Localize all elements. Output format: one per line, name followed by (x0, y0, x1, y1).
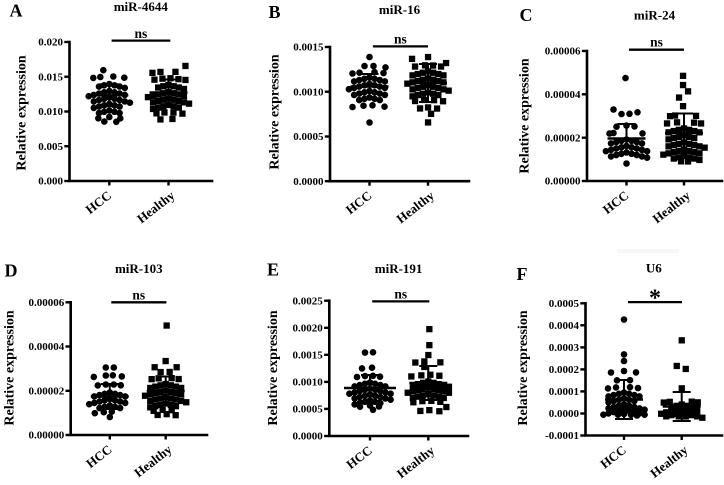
svg-text:ns: ns (132, 288, 145, 303)
svg-text:0.00000: 0.00000 (28, 430, 64, 442)
svg-text:0.0004: 0.0004 (549, 320, 580, 332)
svg-text:*: * (649, 286, 661, 312)
svg-text:ns: ns (394, 287, 407, 302)
svg-text:ns: ns (135, 26, 148, 41)
svg-text:Relative expression: Relative expression (266, 310, 281, 425)
svg-text:B: B (269, 2, 281, 22)
svg-text:0.0001: 0.0001 (549, 386, 579, 398)
svg-text:U6: U6 (646, 260, 662, 275)
svg-text:0.0015: 0.0015 (293, 350, 324, 362)
svg-text:C: C (520, 5, 533, 25)
svg-text:0.0003: 0.0003 (549, 342, 580, 354)
svg-text:0.0002: 0.0002 (549, 364, 580, 376)
svg-text:0.00002: 0.00002 (545, 132, 581, 144)
svg-text:0.0005: 0.0005 (549, 298, 580, 310)
svg-text:0.0000: 0.0000 (293, 431, 324, 443)
svg-text:0.00006: 0.00006 (545, 46, 581, 58)
svg-text:Relative expression: Relative expression (516, 310, 531, 425)
svg-text:0.0010: 0.0010 (293, 86, 324, 98)
svg-text:Relative expression: Relative expression (268, 54, 283, 169)
svg-text:-0.0001: -0.0001 (545, 430, 579, 442)
svg-text:0.00002: 0.00002 (28, 386, 64, 398)
svg-text:0.020: 0.020 (38, 37, 63, 49)
svg-text:Relative expression: Relative expression (15, 55, 30, 170)
svg-text:0.010: 0.010 (38, 106, 63, 118)
svg-text:0.0000: 0.0000 (549, 408, 580, 420)
svg-text:D: D (5, 261, 18, 281)
svg-text:0.015: 0.015 (38, 71, 63, 83)
svg-text:0.00006: 0.00006 (28, 297, 64, 309)
svg-text:0.0000: 0.0000 (293, 176, 324, 188)
svg-text:0.000: 0.000 (38, 176, 63, 188)
svg-text:miR-103: miR-103 (115, 261, 163, 276)
svg-text:miR-24: miR-24 (634, 8, 676, 23)
svg-text:0.0015: 0.0015 (293, 42, 324, 54)
svg-text:ns: ns (650, 35, 663, 50)
svg-text:0.00004: 0.00004 (545, 89, 581, 101)
svg-text:0.005: 0.005 (38, 141, 63, 153)
svg-text:0.00000: 0.00000 (545, 176, 581, 188)
svg-text:miR-4644: miR-4644 (114, 0, 169, 14)
svg-text:miR-16: miR-16 (379, 2, 421, 17)
svg-text:miR-191: miR-191 (375, 261, 423, 276)
svg-text:0.0005: 0.0005 (293, 131, 324, 143)
svg-text:0.0020: 0.0020 (293, 323, 324, 335)
svg-text:F: F (517, 264, 528, 284)
svg-text:Relative expression: Relative expression (518, 58, 533, 173)
svg-text:0.0025: 0.0025 (293, 295, 324, 307)
svg-text:0.00004: 0.00004 (28, 341, 64, 353)
svg-text:E: E (267, 260, 279, 280)
svg-text:0.0010: 0.0010 (293, 377, 324, 389)
svg-text:A: A (10, 1, 23, 21)
svg-text:0.0005: 0.0005 (293, 404, 324, 416)
svg-text:ns: ns (394, 32, 407, 47)
svg-text:Relative expression: Relative expression (3, 310, 18, 425)
